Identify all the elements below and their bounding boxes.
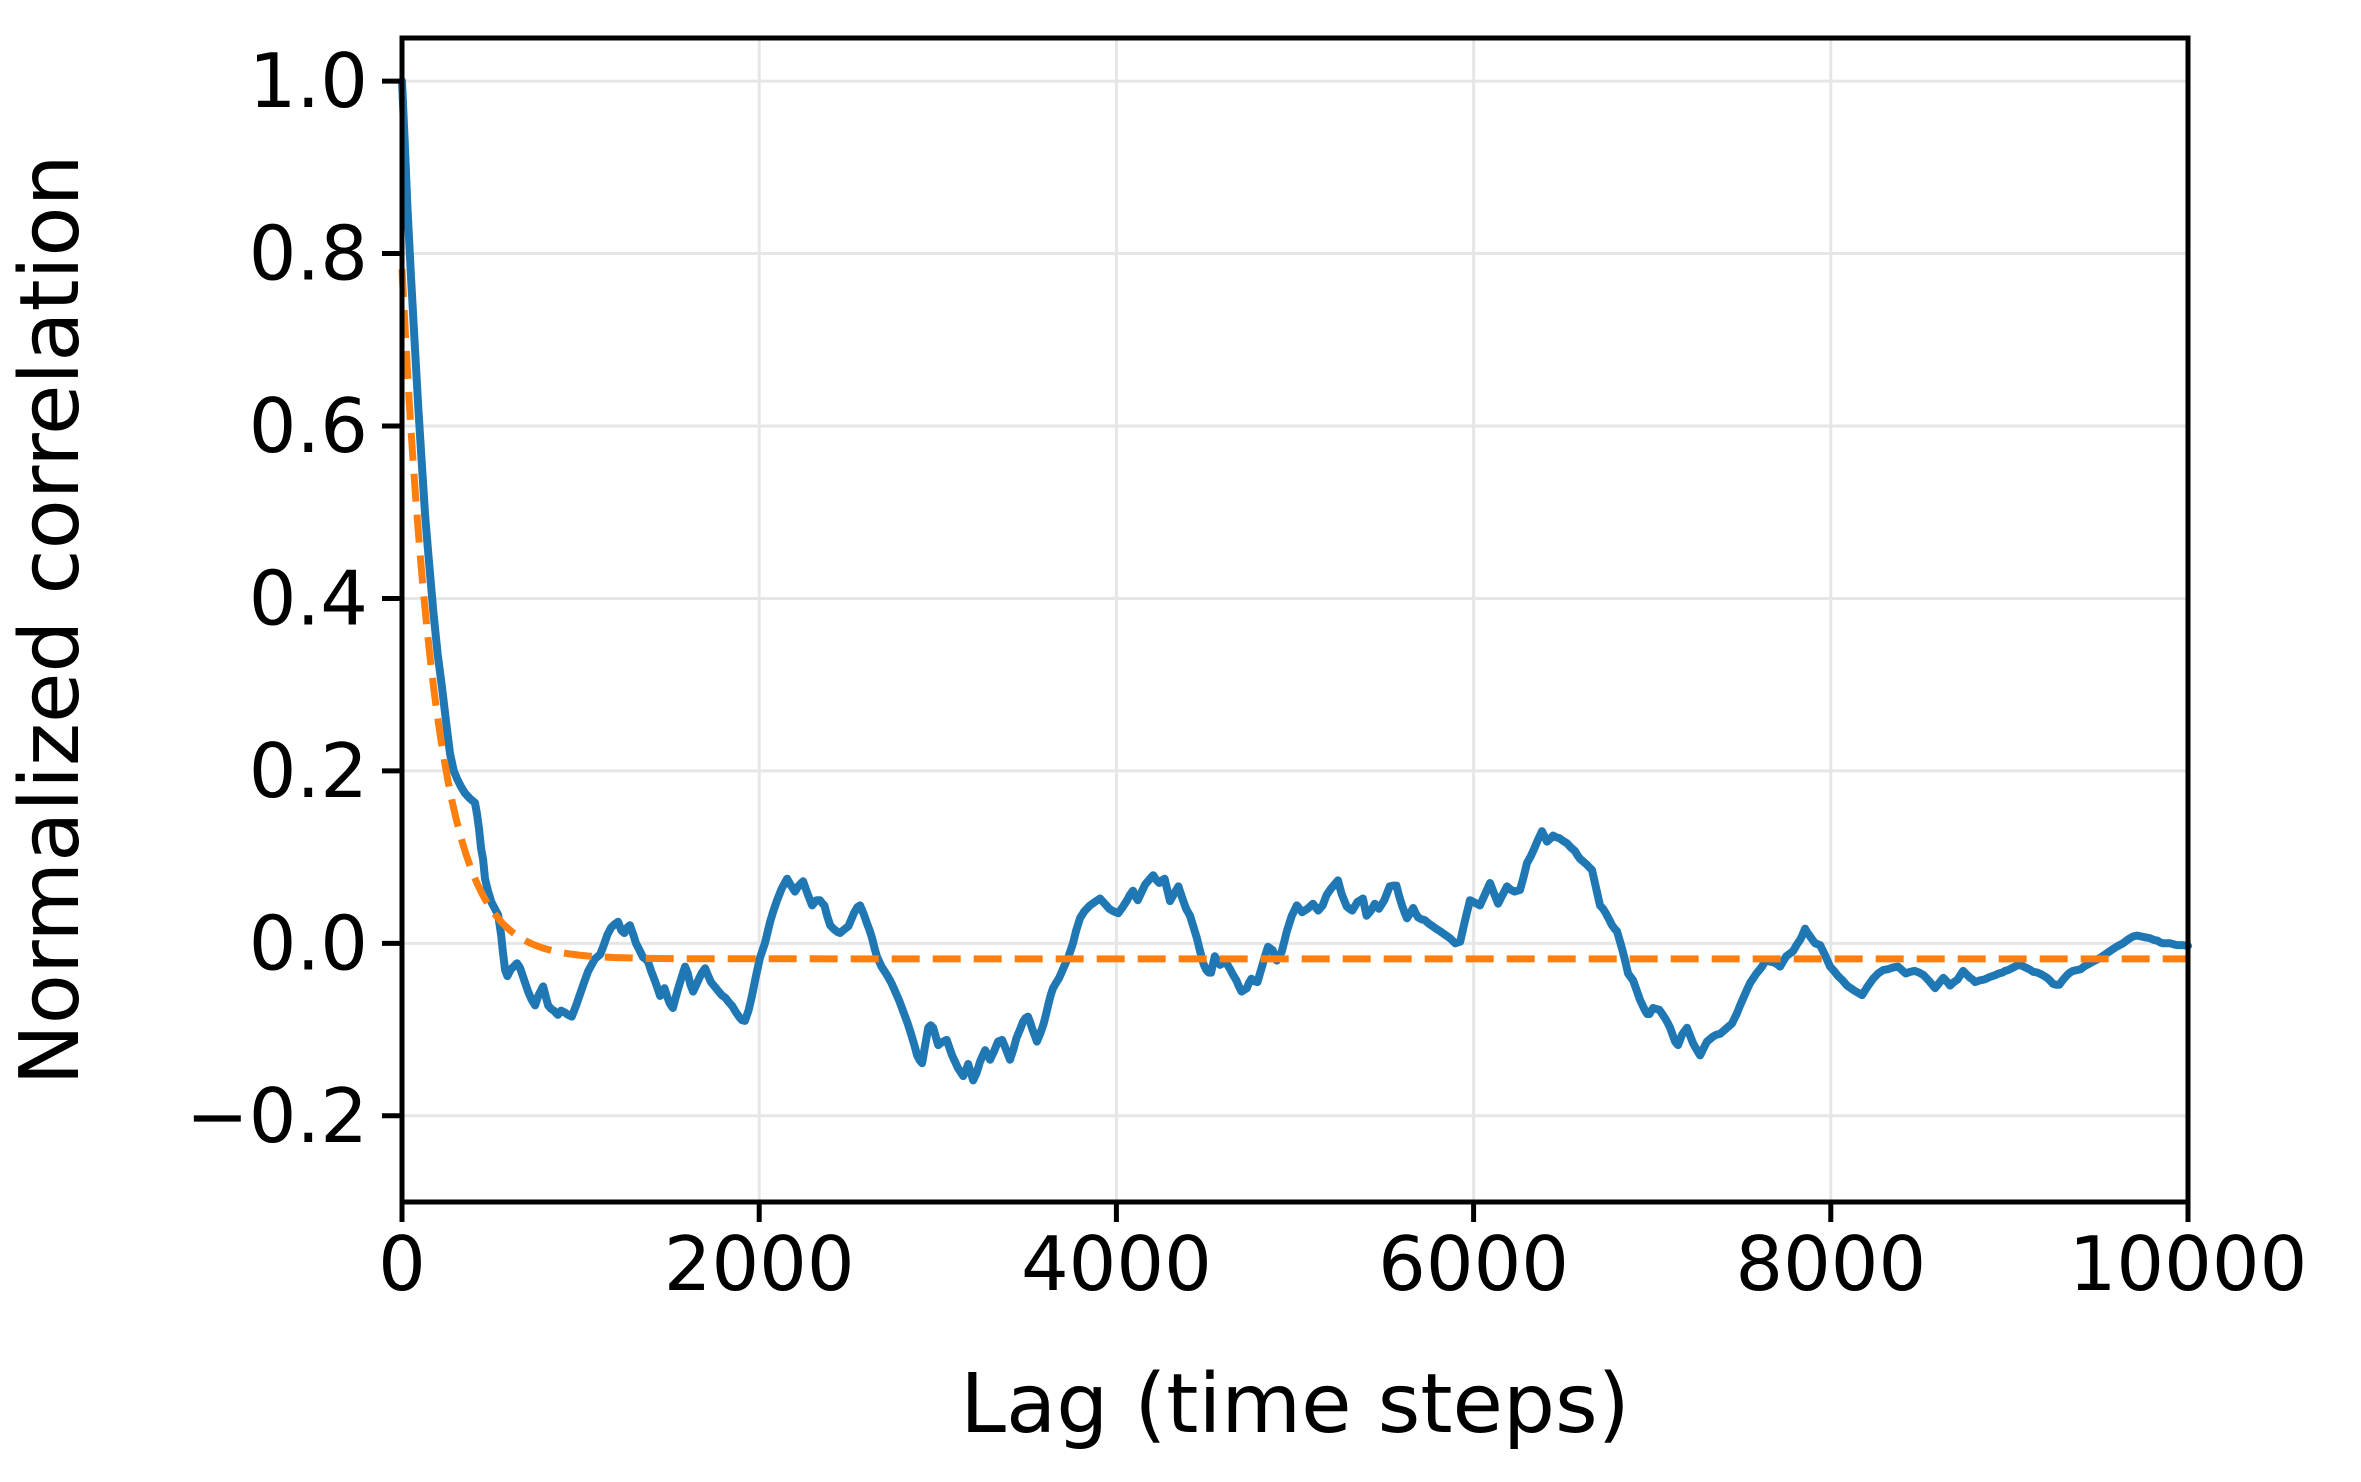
x-tick-label: 0 bbox=[378, 1220, 426, 1308]
plot-spines bbox=[399, 35, 2191, 1205]
y-axis-label: Normalized correlation bbox=[3, 154, 98, 1085]
x-tick-label: 6000 bbox=[1378, 1220, 1569, 1308]
x-tick-label: 10000 bbox=[2069, 1220, 2308, 1308]
exponential-fit-line bbox=[398, 268, 2188, 963]
x-axis-label: Lag (time steps) bbox=[960, 1357, 1629, 1452]
y-tick-label: −0.2 bbox=[186, 1072, 368, 1160]
grid-layer bbox=[400, 38, 2190, 1202]
axes-layer bbox=[382, 35, 2191, 1222]
x-tick-label: 2000 bbox=[664, 1220, 855, 1308]
tick-label-layer: 0 2000 4000 6000 8000 10000 −0.2 0.0 0.2 0.4 0.6 0.… bbox=[186, 37, 2307, 1308]
series-layer bbox=[398, 77, 2192, 1085]
y-tick-label: 0.8 bbox=[249, 210, 368, 298]
y-tick-label: 0.6 bbox=[249, 382, 368, 470]
y-tick-label: 0.2 bbox=[249, 727, 368, 815]
y-tick-label: 0.4 bbox=[249, 554, 368, 642]
y-tick-label: 1.0 bbox=[249, 37, 368, 125]
y-tick-label: 0.0 bbox=[249, 899, 368, 987]
empirical-autocorrelation-line bbox=[398, 77, 2192, 1085]
x-tick-label: 4000 bbox=[1021, 1220, 1212, 1308]
x-tick-label: 8000 bbox=[1735, 1220, 1926, 1308]
